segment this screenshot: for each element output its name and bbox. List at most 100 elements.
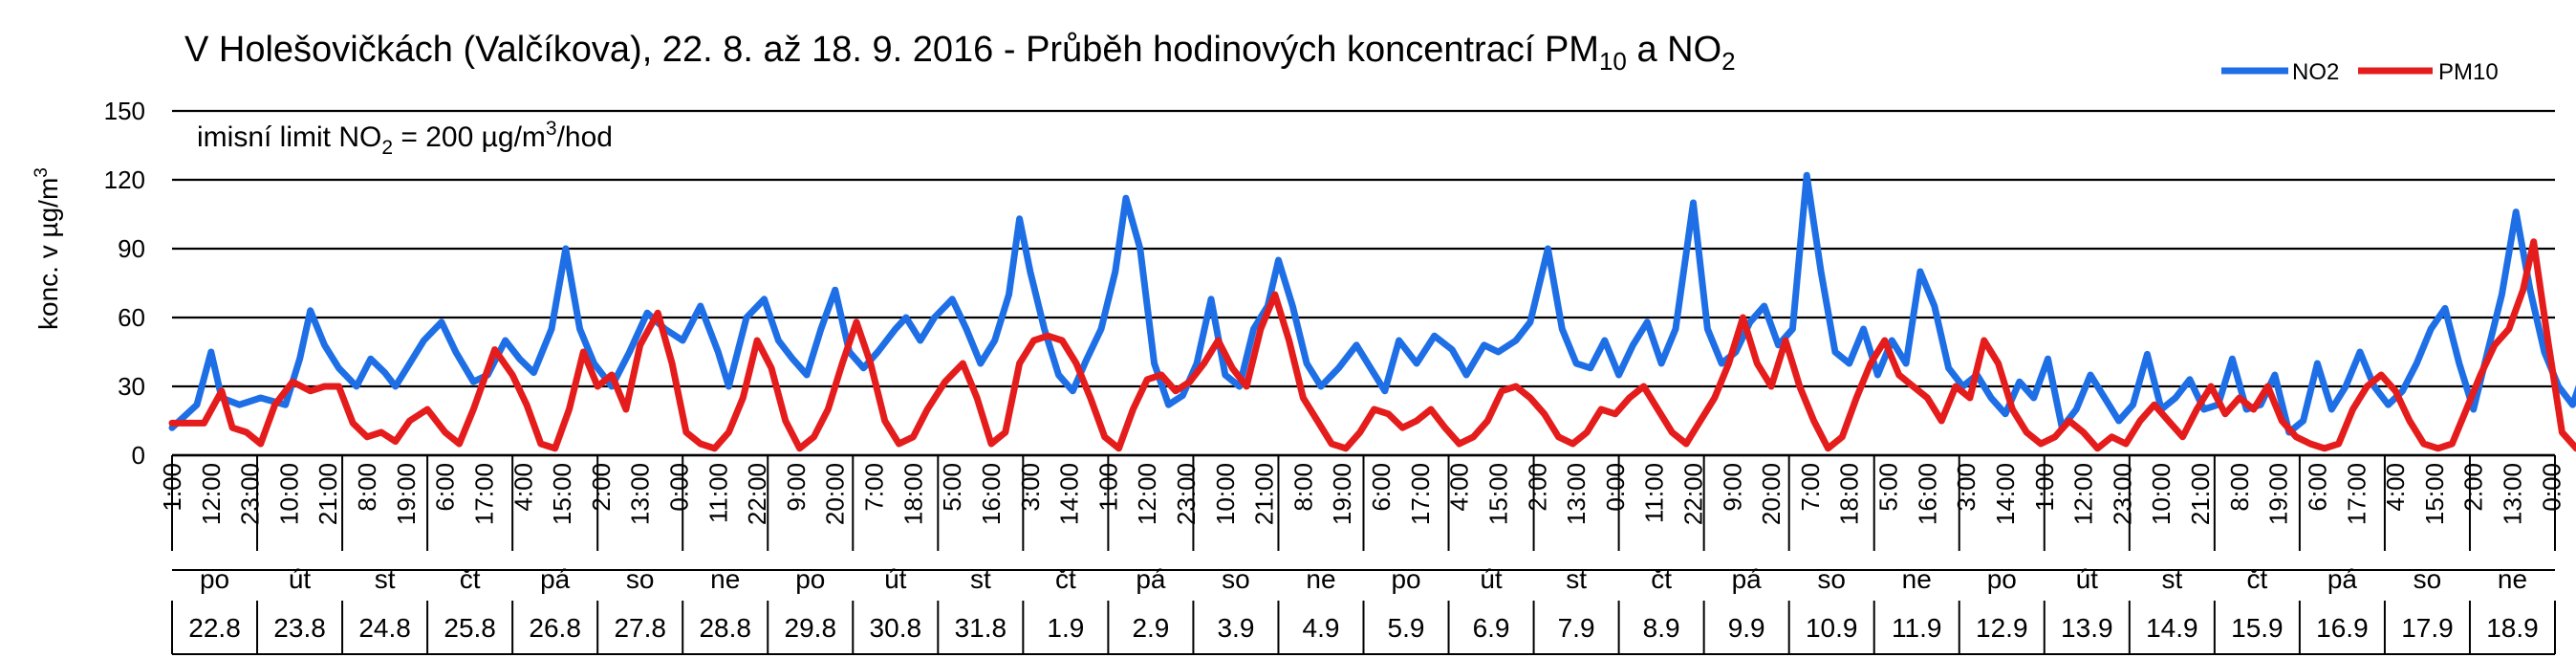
time-tick-label: 10:00 — [1211, 463, 1240, 525]
date-label: 17.9 — [2401, 613, 2454, 643]
y-tick-label: 0 — [132, 441, 145, 470]
weekday-label: st — [1566, 564, 1587, 594]
date-label: 30.8 — [870, 613, 922, 643]
weekday-label: pá — [1136, 564, 1166, 594]
time-tick-label: 16:00 — [977, 463, 1006, 525]
time-tick-label: 6:00 — [1367, 463, 1396, 512]
weekday-label: ne — [710, 564, 740, 594]
weekday-label: út — [1480, 564, 1503, 594]
time-tick-label: 12:00 — [1133, 463, 1161, 525]
time-tick-label: 9:00 — [1718, 463, 1746, 512]
series-lines — [168, 171, 2576, 452]
emission-limit-note: imisní limit NO2 = 200 µg/m3/hod — [197, 118, 613, 159]
time-tick-label: 2:00 — [2459, 463, 2488, 512]
time-tick-label: 7:00 — [860, 463, 889, 512]
weekday-label: pá — [540, 564, 571, 594]
time-tick-label: 18:00 — [898, 463, 927, 525]
time-tick-label: 6:00 — [431, 463, 460, 512]
weekday-label: ne — [1306, 564, 1335, 594]
time-tick-label: 22:00 — [1679, 463, 1708, 525]
time-tick-label: 20:00 — [821, 463, 850, 525]
date-label: 16.9 — [2316, 613, 2369, 643]
time-tick-label: 17:00 — [2342, 463, 2370, 525]
date-label: 5.9 — [1388, 613, 1425, 643]
weekday-label: pá — [1732, 564, 1763, 594]
time-tick-label: 18:00 — [1835, 463, 1864, 525]
time-tick-label: 17:00 — [470, 463, 499, 525]
date-label: 8.9 — [1643, 613, 1680, 643]
date-label: 12.9 — [1976, 613, 2028, 643]
time-tick-label: 8:00 — [1288, 463, 1317, 512]
time-tick-label: 12:00 — [2069, 463, 2098, 525]
weekday-label: po — [1391, 564, 1420, 594]
time-tick-label: 15:00 — [1484, 463, 1513, 525]
y-tick-label: 120 — [104, 165, 145, 194]
date-label: 10.9 — [1806, 613, 1858, 643]
date-label: 26.8 — [529, 613, 581, 643]
date-label: 1.9 — [1047, 613, 1084, 643]
time-tick-label: 21:00 — [1250, 463, 1279, 525]
weekday-label: st — [2161, 564, 2182, 594]
series-line-no2 — [168, 171, 2576, 436]
weekday-label: čt — [2246, 564, 2267, 594]
time-tick-label: 14:00 — [1055, 463, 1084, 525]
time-tick-label: 6:00 — [2303, 463, 2331, 512]
time-tick-label: 16:00 — [1913, 463, 1941, 525]
weekday-label: čt — [460, 564, 481, 594]
legend-pm10-label: PM10 — [2438, 59, 2499, 85]
date-label: 2.9 — [1132, 613, 1169, 643]
date-label: 11.9 — [1892, 613, 1941, 643]
time-tick-label: 23:00 — [1172, 463, 1201, 525]
time-tick-label: 20:00 — [1757, 463, 1786, 525]
time-tick-label: 17:00 — [1406, 463, 1435, 525]
time-tick-label: 3:00 — [1016, 463, 1045, 512]
weekday-label: ne — [2498, 564, 2527, 594]
weekday-label: čt — [1651, 564, 1672, 594]
time-tick-label: 4:00 — [1445, 463, 1474, 512]
weekday-label: st — [970, 564, 991, 594]
date-label: 3.9 — [1217, 613, 1254, 643]
weekday-label: po — [200, 564, 229, 594]
time-tick-label: 4:00 — [2381, 463, 2410, 512]
time-tick-label: 13:00 — [1562, 463, 1591, 525]
time-tick-label: 23:00 — [236, 463, 265, 525]
time-tick-label: 13:00 — [626, 463, 655, 525]
weekday-label: ne — [1902, 564, 1932, 594]
time-tick-label: 2:00 — [587, 463, 616, 512]
y-tick-label: 90 — [118, 234, 145, 263]
date-label: 15.9 — [2231, 613, 2284, 643]
time-tick-label: 1:00 — [158, 463, 186, 512]
time-tick-label: 11:00 — [1640, 463, 1669, 523]
date-label: 9.9 — [1728, 613, 1765, 643]
date-label: 7.9 — [1558, 613, 1595, 643]
y-axis-label: konc. v µg/m3 — [32, 167, 63, 330]
time-tick-label: 2:00 — [1523, 463, 1551, 512]
time-tick-label: 3:00 — [1952, 463, 1981, 512]
weekday-label: so — [1817, 564, 1846, 594]
time-tick-label: 14:00 — [1991, 463, 2020, 525]
time-tick-label: 23:00 — [2108, 463, 2136, 525]
y-tick-label: 30 — [118, 372, 145, 401]
time-tick-label: 10:00 — [274, 463, 303, 525]
legend: NO2 PM10 — [2221, 59, 2499, 85]
date-label: 25.8 — [444, 613, 496, 643]
time-tick-label: 10:00 — [2147, 463, 2176, 525]
weekday-label: út — [2076, 564, 2099, 594]
weekday-label: so — [1222, 564, 1250, 594]
date-label: 4.9 — [1303, 613, 1340, 643]
date-label: 14.9 — [2146, 613, 2198, 643]
time-tick-label: 5:00 — [938, 463, 966, 512]
chart-title: V Holešovičkách (Valčíkova), 22. 8. až 1… — [184, 30, 1736, 76]
date-label: 28.8 — [699, 613, 751, 643]
time-tick-label: 19:00 — [392, 463, 421, 525]
date-label: 23.8 — [273, 613, 326, 643]
time-tick-label: 5:00 — [1874, 463, 1903, 512]
time-tick-label: 0:00 — [1601, 463, 1630, 512]
y-tick-label: 60 — [118, 303, 145, 332]
date-label: 24.8 — [358, 613, 411, 643]
time-tick-label: 13:00 — [2499, 463, 2527, 525]
date-label: 6.9 — [1473, 613, 1510, 643]
weekday-label: so — [2414, 564, 2442, 594]
weekday-label: so — [626, 564, 655, 594]
